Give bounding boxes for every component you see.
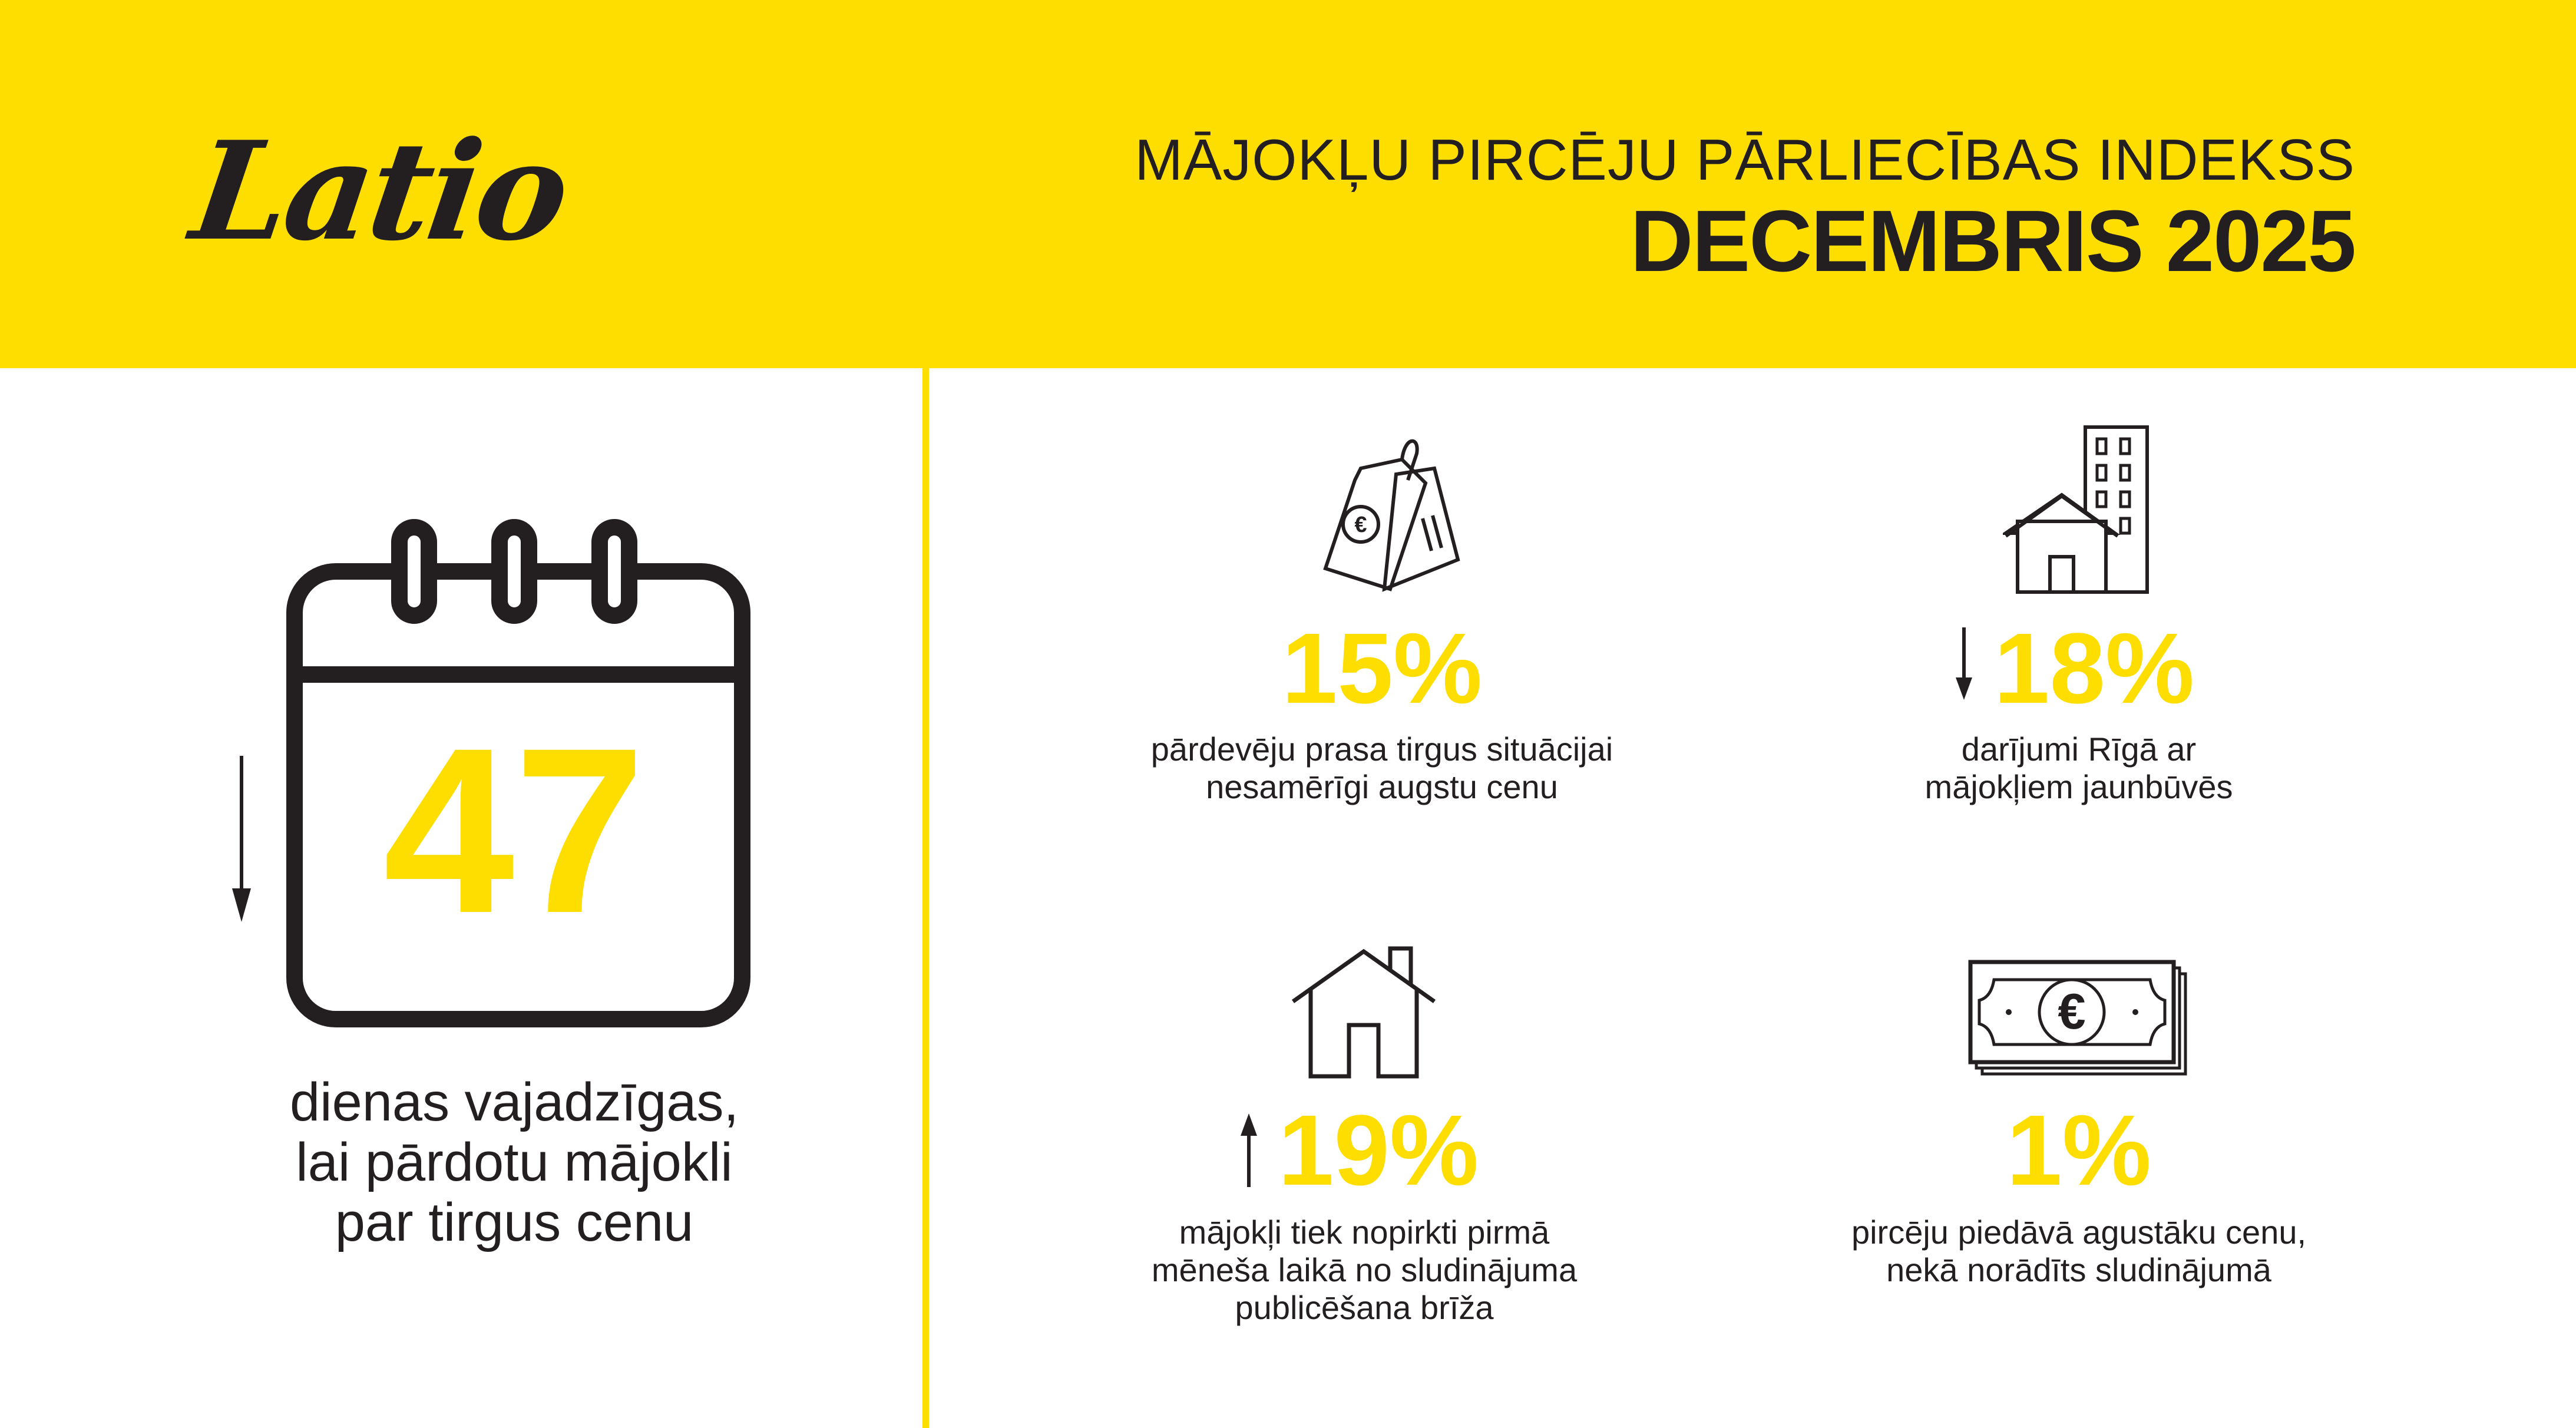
arrow-down-icon bbox=[1956, 627, 1972, 700]
text-line: pircēju piedāvā agustāku cenu, bbox=[1851, 1214, 2307, 1251]
text-line: dienas vajadzīgas, bbox=[289, 1072, 739, 1132]
text-line: pārdevēju prasa tirgus situācijai bbox=[1150, 730, 1613, 768]
arrow-down-icon bbox=[232, 756, 251, 922]
days-value: 47 bbox=[383, 699, 646, 962]
svg-text:€: € bbox=[1354, 513, 1367, 537]
house-icon bbox=[1291, 946, 1436, 1079]
stat-description-new-builds: darījumi Rīgā ar mājokļiem jaunbūvēs bbox=[1925, 730, 2233, 806]
text-line: darījumi Rīgā ar bbox=[1961, 730, 2197, 768]
text-line: mēneša laikā no sludinājuma bbox=[1151, 1251, 1578, 1288]
text-line: mājokļi tiek nopirkti pirmā bbox=[1179, 1214, 1550, 1251]
text-line: mājokļiem jaunbūvēs bbox=[1924, 768, 2233, 805]
stat-description-higher-offer: pircēju piedāvā agustāku cenu, nekā norā… bbox=[1851, 1214, 2306, 1289]
stat-description-sold-first-month: mājokļi tiek nopirkti pirmā mēneša laikā… bbox=[1152, 1214, 1577, 1327]
latio-logo: Latio bbox=[183, 112, 576, 271]
stat-value-new-builds: 18% bbox=[1993, 613, 2195, 725]
text-line: nekā norādīts sludinājumā bbox=[1886, 1251, 2271, 1288]
text-line: lai pārdotu mājokli bbox=[296, 1132, 733, 1192]
index-title: MĀJOKĻU PIRCĒJU PĀRLIECĪBAS INDEKSS bbox=[1135, 127, 2355, 192]
text-line: par tirgus cenu bbox=[335, 1192, 694, 1252]
period-title: DECEMBRIS 2025 bbox=[1630, 193, 2356, 290]
arrow-up-icon bbox=[1241, 1113, 1257, 1187]
text-line: nesamērīgi augstu cenu bbox=[1206, 768, 1558, 805]
stat-value-sold-first-month: 19% bbox=[1278, 1095, 1479, 1206]
text-line: publicēšana brīža bbox=[1235, 1289, 1494, 1326]
euro-banknotes-icon: € bbox=[1968, 960, 2187, 1076]
price-tags-euro-icon: € bbox=[1323, 439, 1460, 592]
stat-description-overpriced: pārdevēju prasa tirgus situācijai nesamē… bbox=[1151, 730, 1613, 806]
svg-text:€: € bbox=[2058, 984, 2085, 1040]
stat-value-overpriced: 15% bbox=[1281, 613, 1483, 725]
days-description: dienas vajadzīgas, lai pārdotu mājokli p… bbox=[290, 1072, 739, 1252]
stat-value-higher-offer: 1% bbox=[2006, 1095, 2151, 1206]
calendar-icon bbox=[286, 519, 750, 1027]
divider bbox=[922, 368, 929, 1428]
header-banner bbox=[0, 0, 2576, 368]
house-and-building-icon bbox=[2003, 425, 2149, 594]
